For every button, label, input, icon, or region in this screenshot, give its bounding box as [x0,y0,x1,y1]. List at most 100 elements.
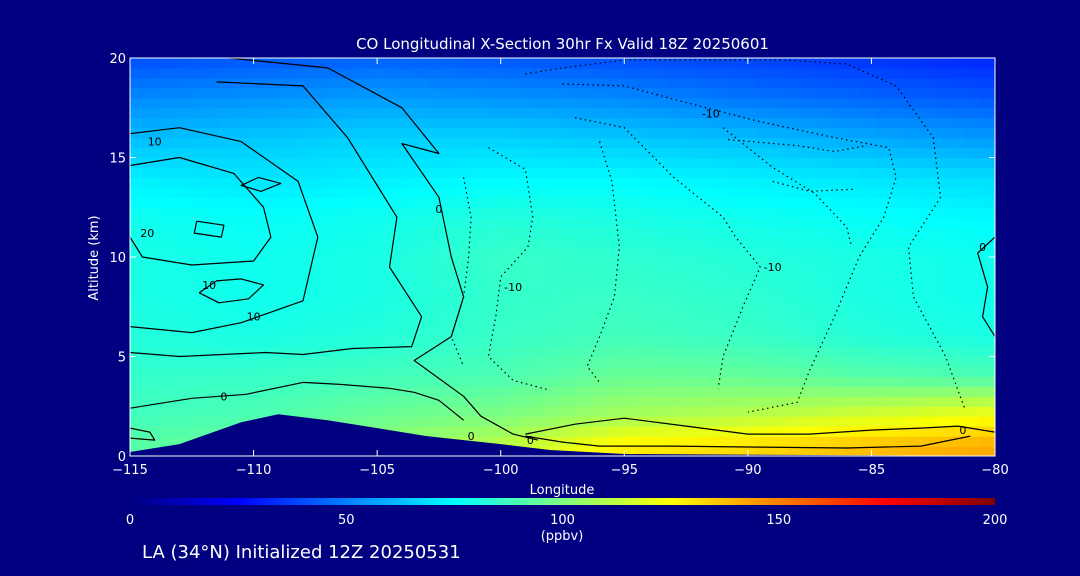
heatmap-cell [144,386,161,397]
heatmap-cell [830,436,847,447]
heatmap-cell [786,257,802,268]
heatmap-cell [771,247,787,258]
heatmap-cell [368,67,385,79]
heatmap-cell [607,247,623,258]
colorbar-unit-label: (ppbv) [541,529,584,544]
heatmap-cell [308,107,325,119]
heatmap-cell [234,266,250,278]
heatmap-cell [696,286,713,298]
heatmap-cell [130,187,146,198]
heatmap-cell [338,326,355,338]
heatmap-cell [696,117,713,129]
heatmap-cell [637,276,653,288]
heatmap-cell [875,316,892,328]
heatmap-cell [741,77,757,89]
heatmap-cell [443,177,459,188]
heatmap-cell [726,276,743,288]
heatmap-cell [637,207,653,218]
heatmap-cell [801,306,817,318]
heatmap-cell [338,167,355,178]
heatmap-cell [458,227,474,238]
heatmap-cell [935,237,951,248]
heatmap-cell [666,67,683,79]
heatmap-cell [368,416,385,427]
heatmap-cell [622,227,638,238]
heatmap-cell [965,436,981,447]
heatmap-cell [234,58,250,69]
heatmap-cell [741,67,757,79]
heatmap-cell [622,376,638,387]
heatmap-cell [413,117,429,129]
heatmap-cell [308,247,325,258]
heatmap-cell [368,217,385,228]
x-tick-label: −105 [359,463,395,478]
heatmap-cell [860,257,877,268]
heatmap-cell [338,336,355,348]
heatmap-cell [696,97,713,109]
heatmap-cell [159,436,176,447]
heatmap-cell [517,266,534,278]
heatmap-cell [413,426,429,437]
heatmap-cell [279,336,295,348]
heatmap-cell [473,137,489,149]
heatmap-cell [651,217,668,228]
heatmap-cell [294,167,310,178]
heatmap-cell [547,366,564,377]
heatmap-cell [637,296,653,308]
heatmap-cell [308,177,325,188]
heatmap-cell [950,247,966,258]
heatmap-cell [920,187,936,198]
heatmap-cell [562,416,579,427]
heatmap-cell [174,356,191,368]
heatmap-cell [950,87,966,99]
heatmap-cell [711,227,728,238]
heatmap-cell [323,266,340,278]
heatmap-cell [830,137,847,149]
heatmap-cell [308,366,325,377]
heatmap-cell [562,107,579,119]
heatmap-cell [413,336,429,348]
heatmap-cell [279,197,295,208]
heatmap-cell [726,376,743,387]
heatmap-cell [935,87,951,99]
heatmap-cell [935,356,951,368]
heatmap-cell [189,296,206,308]
heatmap-cell [577,217,593,228]
heatmap-cell [890,217,907,228]
heatmap-cell [965,266,981,278]
heatmap-cell [786,207,802,218]
heatmap-cell [651,187,668,198]
heatmap-cell [801,436,817,447]
heatmap-cell [323,346,340,358]
heatmap-cell [487,306,504,318]
heatmap-cell [562,227,579,238]
heatmap-cell [786,426,802,437]
heatmap-cell [204,416,221,427]
heatmap-cell [965,426,981,437]
heatmap-cell [935,127,951,139]
heatmap-cell [130,326,146,338]
heatmap-cell [816,67,832,79]
heatmap-cell [830,376,847,387]
heatmap-cell [592,356,608,368]
heatmap-cell [368,316,385,328]
heatmap-cell [666,187,683,198]
heatmap-cell [890,356,907,368]
heatmap-cell [950,58,966,69]
heatmap-cell [756,326,772,338]
heatmap-cell [980,87,995,99]
heatmap-cell [741,296,757,308]
heatmap-cell [517,117,534,129]
heatmap-cell [338,147,355,159]
heatmap-cell [905,157,922,169]
heatmap-cell [204,336,221,348]
heatmap-cell [413,386,429,397]
heatmap-cell [458,316,474,328]
heatmap-cell [383,58,400,69]
heatmap-cell [696,137,713,149]
heatmap-cell [845,207,862,218]
heatmap-cell [308,77,325,89]
heatmap-cell [741,107,757,119]
heatmap-cell [875,286,892,298]
heatmap-cell [502,286,519,298]
